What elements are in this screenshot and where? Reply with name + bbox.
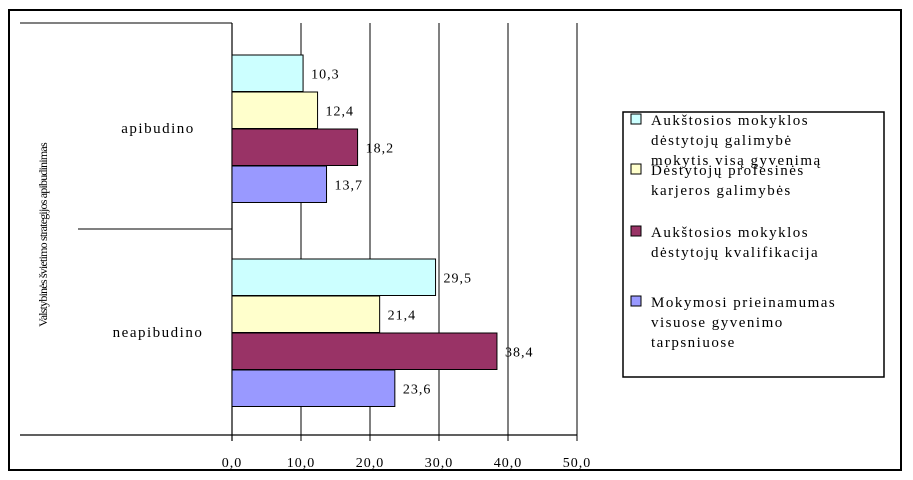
legend-label: dėstytojų galimybė — [651, 133, 793, 149]
y-axis-title: Valstybinės švietimo strategijos apibudi… — [36, 142, 50, 327]
legend-label: Mokymosi prieinamumas — [651, 295, 836, 311]
legend-swatch — [630, 295, 642, 307]
legend: Aukštosios mokyklos dėstytojų galimybė mok… — [630, 113, 836, 351]
bars — [231, 54, 498, 407]
x-tick-label: 0,0 — [222, 456, 243, 471]
x-tick-label: 20,0 — [356, 456, 385, 471]
legend-swatch — [630, 113, 642, 125]
data-labels: 10,3 12,4 18,2 13,7 29,5 21,4 38,4 23,6 — [311, 67, 533, 397]
data-label: 38,4 — [505, 345, 533, 360]
bar — [231, 128, 359, 166]
x-tick-labels: 0,0 10,0 20,0 30,0 40,0 50,0 — [222, 456, 592, 471]
x-tick-label: 50,0 — [563, 456, 592, 471]
legend-swatch — [630, 163, 642, 175]
category-labels: apibudino neapibudino — [113, 121, 204, 341]
data-label: 18,2 — [366, 141, 395, 156]
bar — [231, 258, 437, 296]
data-label: 12,4 — [326, 104, 355, 119]
x-tick-label: 40,0 — [494, 456, 523, 471]
data-label: 10,3 — [311, 67, 340, 82]
legend-label: karjeros galimybės — [651, 183, 792, 199]
bar — [231, 369, 396, 407]
data-label: 13,7 — [335, 178, 364, 193]
legend-label: Aukštosios mokyklos — [651, 113, 809, 129]
legend-swatch — [630, 225, 642, 237]
category-label: neapibudino — [113, 325, 204, 341]
data-label: 23,6 — [403, 382, 432, 397]
bar — [231, 332, 498, 370]
legend-label: Dėstytojų profesinės — [651, 163, 805, 179]
legend-label: Aukštosios mokyklos — [651, 225, 809, 241]
category-label: apibudino — [121, 121, 195, 137]
legend-label: dėstytojų kvalifikacija — [651, 245, 819, 261]
bar — [231, 165, 328, 203]
x-tick-label: 10,0 — [287, 456, 316, 471]
bar — [231, 54, 304, 92]
legend-label: tarpsniuose — [651, 335, 736, 351]
data-label: 29,5 — [444, 271, 473, 286]
legend-label: visuose gyvenimo — [651, 315, 784, 331]
x-tick-label: 30,0 — [425, 456, 454, 471]
legend-box — [622, 111, 885, 378]
bar — [231, 295, 381, 333]
data-label: 21,4 — [388, 308, 417, 323]
legend-label: mokytis visą gyvenimą — [651, 153, 822, 169]
bar — [231, 91, 319, 129]
